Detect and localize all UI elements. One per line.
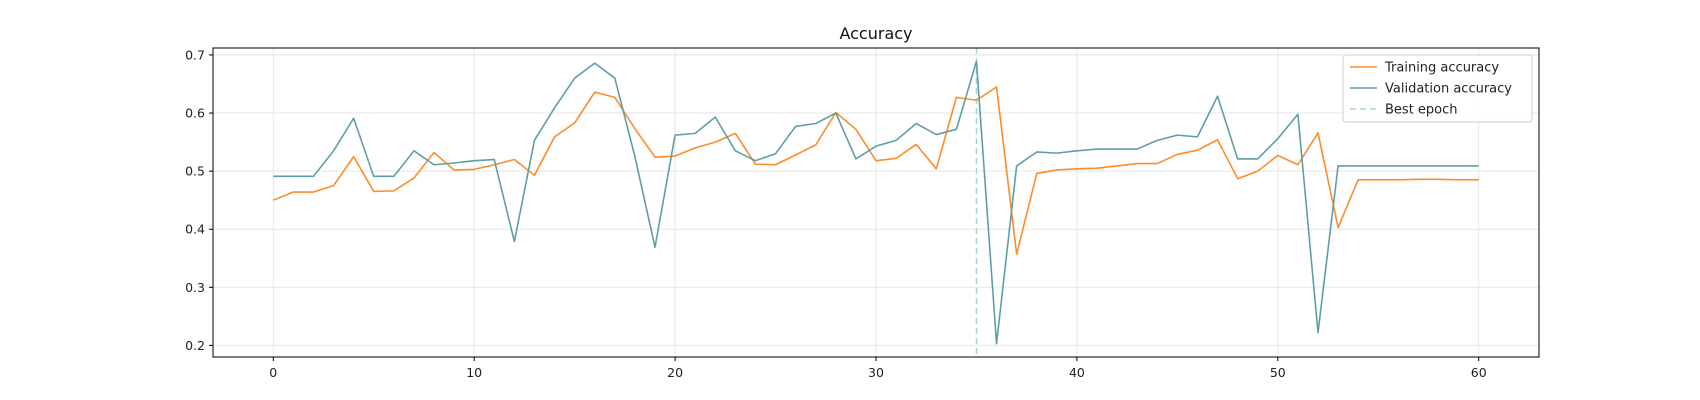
series-line-training-accuracy [272, 86, 1479, 255]
x-tick-label: 0 [269, 365, 277, 380]
x-tick-label: 60 [1471, 365, 1487, 380]
legend: Training accuracy Validation accuracy Best… [1342, 54, 1533, 123]
series-line-validation-accuracy [273, 60, 1479, 345]
legend-best-epoch-label: Best epoch [1385, 103, 1458, 118]
x-tick-label: 30 [868, 365, 884, 380]
y-tick-label: 0.3 [185, 280, 205, 295]
x-tick-label: 20 [667, 365, 683, 380]
series-lines [272, 60, 1479, 345]
legend-validation-label: Validation accuracy [1385, 82, 1512, 97]
grid [213, 48, 1539, 357]
y-tick-label: 0.5 [185, 164, 205, 179]
legend-box [1342, 54, 1533, 123]
chart-title: Accuracy [839, 24, 912, 43]
y-tick-label: 0.4 [185, 222, 205, 237]
y-tick-label: 0.2 [185, 338, 205, 353]
x-tick-label: 10 [466, 365, 482, 380]
x-axis-ticks: 0 10 20 30 40 50 60 [269, 357, 1487, 380]
y-tick-label: 0.7 [185, 47, 205, 62]
y-axis-ticks: 0.2 0.3 0.4 0.5 0.6 0.7 [185, 47, 213, 353]
y-tick-label: 0.6 [185, 106, 205, 121]
legend-training-label: Training accuracy [1384, 61, 1499, 76]
x-tick-label: 40 [1069, 365, 1085, 380]
x-tick-label: 50 [1270, 365, 1286, 380]
